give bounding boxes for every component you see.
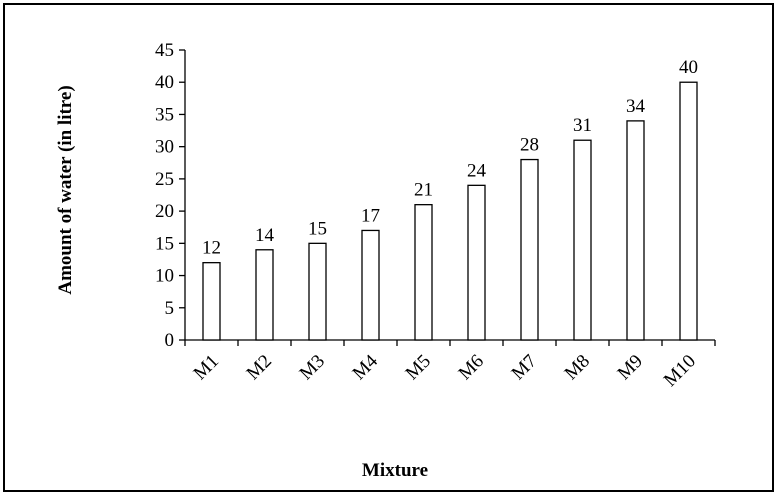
data-label: 17 xyxy=(361,205,380,226)
x-tick-label: M5 xyxy=(402,351,436,385)
x-tick-label: M3 xyxy=(296,351,330,385)
data-label: 28 xyxy=(520,135,539,156)
x-tick-label: M10 xyxy=(660,351,700,391)
x-tick-label: M4 xyxy=(349,350,383,384)
bar xyxy=(626,120,645,341)
x-tick-label: M2 xyxy=(243,351,277,385)
data-label: 24 xyxy=(467,160,487,181)
y-tick-label: 0 xyxy=(165,330,175,351)
data-label: 15 xyxy=(308,218,327,239)
bar xyxy=(520,158,539,341)
bar xyxy=(255,249,274,341)
y-tick-label: 45 xyxy=(155,40,174,61)
y-tick-label: 25 xyxy=(155,169,174,190)
data-label: 40 xyxy=(679,57,698,78)
y-tick-label: 40 xyxy=(155,72,174,93)
y-tick-label: 5 xyxy=(165,298,175,319)
x-tick-label: M1 xyxy=(190,351,224,385)
bar xyxy=(679,81,698,341)
data-label: 12 xyxy=(202,238,221,259)
data-label: 31 xyxy=(573,115,592,136)
bar xyxy=(467,184,486,341)
x-axis-title: Mixture xyxy=(362,460,428,481)
y-tick-label: 30 xyxy=(155,137,174,158)
plot-area: 0 5 10 15 20 25 30 35 40 45 12 M1 14 M2 15 M3 17 M4 21 M5 24… xyxy=(155,40,716,391)
bar xyxy=(202,262,221,341)
bar xyxy=(573,139,592,341)
bar xyxy=(414,204,433,341)
x-tick-label: M7 xyxy=(508,351,542,385)
data-label: 14 xyxy=(255,225,275,246)
y-axis-title: Amount of water (in litre) xyxy=(55,85,76,294)
bar-chart: 0 5 10 15 20 25 30 35 40 45 12 M1 14 M2 15 M3 17 M4 21 M5 24… xyxy=(55,40,716,481)
y-tick-label: 20 xyxy=(155,201,174,222)
x-tick-label: M9 xyxy=(614,351,648,385)
chart-frame: 0 5 10 15 20 25 30 35 40 45 12 M1 14 M2 15 M3 17 M4 21 M5 24… xyxy=(3,3,774,492)
bar xyxy=(361,229,380,341)
x-tick-label: M6 xyxy=(455,351,489,385)
y-tick-label: 10 xyxy=(155,266,174,287)
y-tick-label: 15 xyxy=(155,233,174,254)
y-tick-label: 35 xyxy=(155,104,174,125)
data-label: 21 xyxy=(414,180,433,201)
x-tick-label: M8 xyxy=(561,351,595,385)
data-label: 34 xyxy=(626,96,646,117)
bar xyxy=(308,242,327,341)
